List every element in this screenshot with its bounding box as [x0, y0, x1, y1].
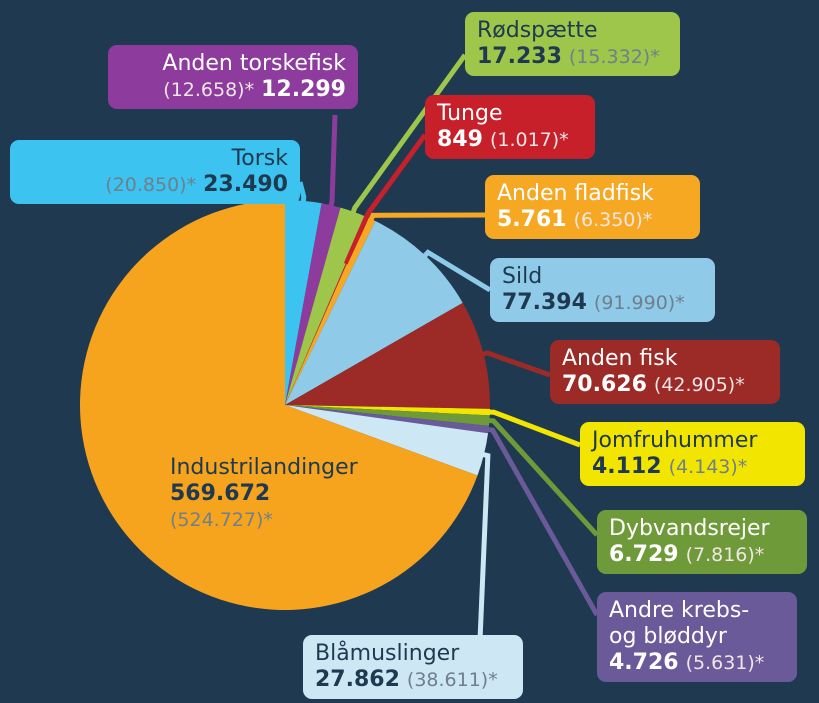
- value-label: 6.729: [609, 542, 679, 567]
- value-label: 27.862: [315, 667, 400, 692]
- previous-label: (6.350)*: [573, 209, 653, 231]
- slice-label: Dybvandsrejer 6.729 (7.816)*: [597, 510, 807, 574]
- leader-line: [438, 414, 599, 537]
- category-name: Anden fladfisk: [497, 181, 654, 206]
- pie-slice: [285, 302, 490, 409]
- pie-slice: [285, 405, 489, 476]
- leader-line: [388, 249, 492, 295]
- pie-slice: [285, 207, 366, 405]
- previous-label: (91.990)*: [593, 292, 685, 314]
- pie-slice: [285, 203, 341, 405]
- category-name: Anden fisk: [562, 346, 678, 371]
- previous-label: (38.611)*: [406, 669, 498, 691]
- category-name: Jomfruhummer: [592, 428, 758, 453]
- slice-label: Jomfruhummer 4.112 (4.143)*: [580, 422, 805, 486]
- value-label: 4.112: [592, 454, 662, 479]
- category-name: Tunge: [437, 101, 503, 126]
- slice-label: Torsk (20.850)* 23.490: [10, 140, 300, 204]
- category-name: Anden torskefisk: [162, 51, 346, 76]
- value-label: 70.626: [562, 372, 647, 397]
- previous-label: (15.332)*: [568, 46, 660, 68]
- leader-line: [438, 407, 581, 448]
- category-name: Dybvandsrejer: [609, 516, 770, 541]
- slice-label: Sild 77.394 (91.990)*: [490, 258, 715, 322]
- previous-label: (524.727)*: [170, 509, 273, 531]
- previous-label: (20.850)*: [105, 174, 197, 196]
- value-label: 12.299: [261, 77, 346, 102]
- previous-label: (12.658)*: [163, 79, 255, 101]
- slice-label: Anden torskefisk (12.658)* 12.299: [108, 45, 358, 109]
- category-name: Rødspætte: [477, 18, 598, 43]
- category-name: Torsk: [231, 146, 288, 171]
- slice-label: Tunge 849 (1.017)*: [425, 95, 595, 159]
- pie-slice: [285, 405, 490, 426]
- slice-label: Industrilandinger 569.672 (524.727)*: [170, 455, 430, 533]
- leader-line: [437, 420, 600, 617]
- value-label: 5.761: [497, 207, 567, 232]
- leader-line: [317, 114, 338, 256]
- leader-line: [433, 439, 491, 641]
- leader-line: [296, 181, 307, 253]
- category-name: Andre krebs- og bløddyr: [609, 598, 750, 649]
- category-name: Industrilandinger: [170, 455, 358, 480]
- slice-label: Anden fisk 70.626 (42.905)*: [550, 340, 780, 404]
- previous-label: (5.631)*: [685, 652, 765, 674]
- pie-slice: [80, 200, 478, 610]
- previous-label: (1.017)*: [489, 129, 569, 151]
- previous-label: (42.905)*: [653, 374, 745, 396]
- value-label: 17.233: [477, 44, 562, 69]
- slice-label: Blåmuslinger 27.862 (38.611)*: [303, 635, 523, 699]
- slice-label: Anden fladfisk 5.761 (6.350)*: [485, 175, 700, 239]
- leader-line: [343, 133, 428, 265]
- value-label: 77.394: [502, 290, 587, 315]
- slice-label: Andre krebs- og bløddyr 4.726 (5.631)*: [597, 592, 797, 682]
- previous-label: (7.816)*: [685, 544, 765, 566]
- value-label: 569.672: [170, 481, 271, 506]
- pie-slice: [285, 220, 463, 405]
- leader-line: [433, 350, 551, 378]
- pie-slice: [285, 200, 322, 405]
- category-name: Blåmuslinger: [315, 641, 460, 666]
- category-name: Sild: [502, 264, 543, 289]
- pie-slice: [285, 405, 489, 434]
- leader-line: [347, 212, 486, 267]
- value-label: 4.726: [609, 650, 679, 675]
- slice-label: Rødspætte 17.233 (15.332)*: [465, 12, 680, 76]
- value-label: 23.490: [203, 172, 288, 197]
- value-label: 849: [437, 127, 483, 152]
- previous-label: (4.143)*: [668, 456, 748, 478]
